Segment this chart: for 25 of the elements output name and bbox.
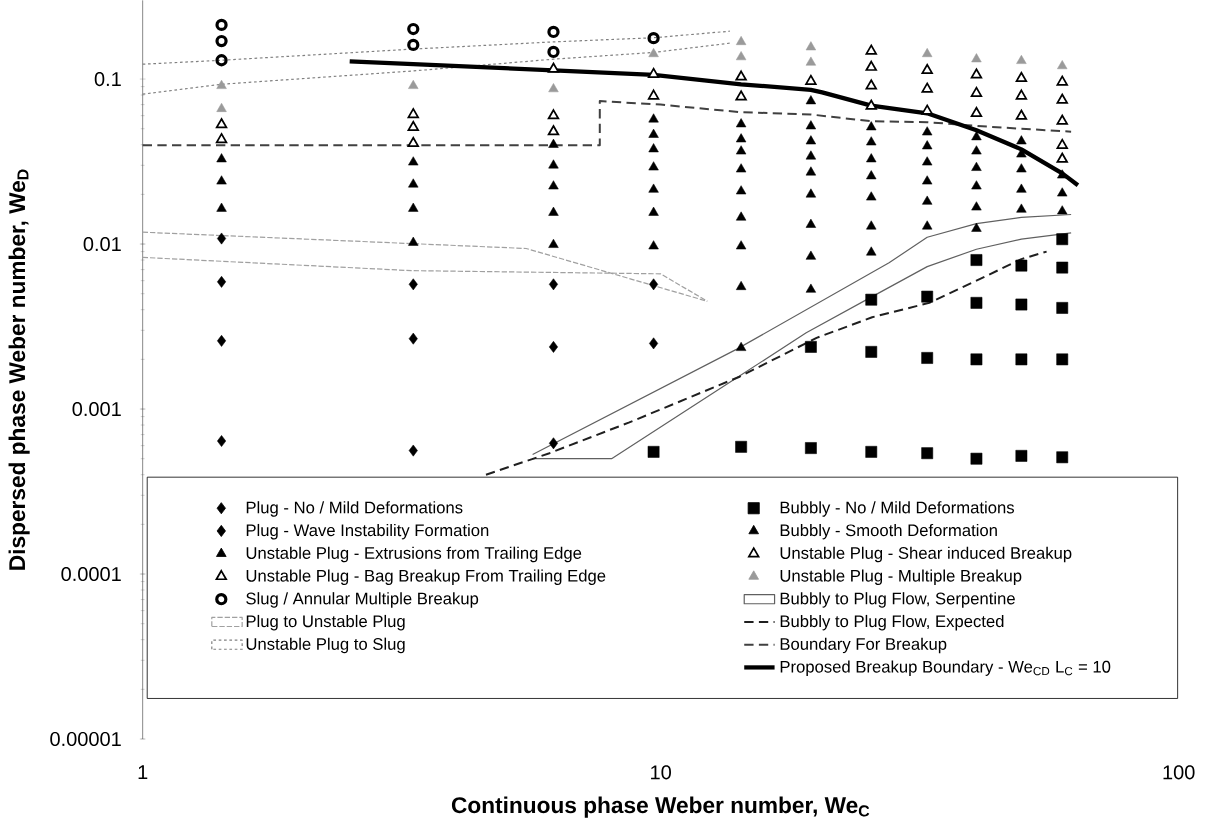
y-tick-label: 0.001	[72, 401, 121, 417]
x-tick-label: 100	[1163, 765, 1195, 780]
x-tick-label: 1	[138, 765, 148, 779]
legend-label: Bubbly to Plug Flow, Expected	[780, 614, 1004, 631]
legend-label: Plug - Wave Instability Formation	[246, 523, 489, 540]
x-axis-title: Continuous phase Weber number, We$_{C}$	[451, 796, 870, 818]
legend-label: Plug to Unstable Plug	[246, 614, 405, 631]
legend-label: Unstable Plug to Slug	[246, 637, 405, 654]
y-axis-title: Dispersed phase Weber number, We$_{D}$	[8, 169, 30, 570]
y-tick-label: 0.00001	[50, 731, 121, 747]
legend-label: Slug / Annular Multiple Breakup	[246, 592, 479, 608]
legend-label: Proposed Breakup Boundary - We$_{CD}$ L$_{C}$ = 10	[780, 660, 1111, 676]
y-tick-label: 0.1	[94, 71, 121, 87]
x-tick-label: 10	[651, 765, 671, 780]
y-tick-label: 0.0001	[61, 566, 121, 582]
legend-label: Unstable Plug - Extrusions from Trailing Edge	[246, 546, 582, 563]
legend-label: Unstable Plug - Shear induced Breakup	[780, 546, 1072, 563]
legend-label: Bubbly - No / Mild Deformations	[780, 501, 1015, 517]
legend-label: Bubbly - Smooth Deformation	[780, 523, 997, 540]
legend-label: Bubbly to Plug Flow, Serpentine	[780, 592, 1015, 608]
legend-label: Unstable Plug - Bag Breakup From Trailing Edge	[246, 569, 606, 585]
legend-label: Unstable Plug - Multiple Breakup	[780, 569, 1022, 585]
legend-label: Boundary For Breakup	[780, 637, 947, 654]
legend-label: Plug - No / Mild Deformations	[246, 501, 463, 517]
y-tick-label: 0.01	[83, 236, 121, 252]
